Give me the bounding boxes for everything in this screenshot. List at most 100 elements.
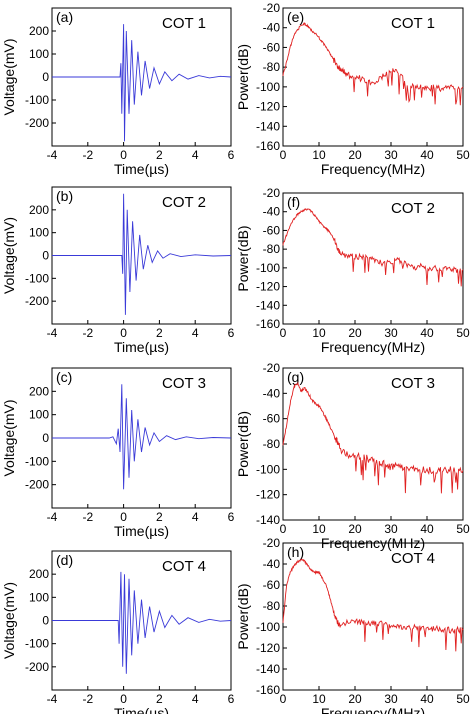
y-tick-label: -20	[263, 361, 281, 375]
y-tick-label: -120	[256, 641, 280, 655]
y-tick-label: 200	[29, 567, 49, 581]
x-tick-label: 40	[420, 692, 434, 706]
y-tick-label: -80	[263, 599, 281, 613]
y-tick-label: -60	[263, 578, 281, 592]
x-tick-label: 40	[420, 326, 434, 340]
x-tick-label: -2	[82, 148, 93, 162]
y-tick-label: -60	[263, 223, 281, 237]
x-tick-label: 6	[228, 692, 235, 706]
data-series-line	[52, 24, 232, 142]
chart-panel-6: -4 -2 0 2 4 6 -200 -100 0 100 200 Time(µs) Voltage(m…	[1, 550, 235, 714]
y-tick-label: -200	[25, 294, 49, 308]
y-tick-label: 200	[29, 24, 49, 38]
panel-letter: (a)	[56, 9, 73, 25]
x-tick-label: 6	[228, 510, 235, 524]
x-tick-label: 10	[312, 148, 326, 162]
y-tick-label: -100	[256, 462, 280, 476]
series-label: COT 4	[391, 550, 435, 567]
chart-panel-4: -4 -2 0 2 4 6 -200 -100 0 100 200 Time(µs) Voltage(m…	[1, 367, 235, 539]
y-tick-label: -80	[263, 242, 281, 256]
y-tick-label: -60	[263, 40, 281, 54]
x-tick-label: 20	[348, 148, 362, 162]
panel-letter: (c)	[56, 369, 72, 385]
y-axis-label: Power(dB)	[235, 411, 251, 477]
y-tick-label: 0	[42, 249, 49, 263]
x-tick-label: 0	[280, 522, 287, 536]
y-tick-label: -80	[263, 437, 281, 451]
x-tick-label: 20	[348, 326, 362, 340]
y-tick-label: -160	[256, 139, 280, 153]
x-axis-label: Frequency(MHz)	[321, 161, 425, 177]
x-axis-label: Frequency(MHz)	[321, 339, 425, 355]
x-tick-label: -2	[82, 692, 93, 706]
x-tick-label: 20	[348, 692, 362, 706]
x-tick-label: 0	[280, 692, 287, 706]
panel-letter: (h)	[287, 544, 304, 560]
panel-letter: (b)	[56, 188, 73, 204]
x-tick-label: 10	[312, 326, 326, 340]
y-tick-label: -100	[256, 620, 280, 634]
y-tick-label: -60	[263, 412, 281, 426]
x-tick-label: 0	[120, 692, 127, 706]
y-tick-label: -120	[256, 100, 280, 114]
x-tick-label: 50	[456, 148, 470, 162]
x-tick-label: 30	[384, 148, 398, 162]
y-axis-label: Power(dB)	[235, 583, 251, 649]
plot-frame	[282, 367, 464, 521]
series-label: COT 1	[391, 15, 435, 32]
y-tick-label: -200	[25, 478, 49, 492]
y-tick-label: -200	[25, 116, 49, 130]
x-axis-label: Time(µs)	[114, 161, 169, 177]
x-tick-label: -2	[82, 326, 93, 340]
series-label: COT 4	[162, 558, 206, 575]
y-tick-label: 0	[42, 614, 49, 628]
y-tick-label: -140	[256, 513, 280, 527]
y-tick-label: -160	[256, 317, 280, 331]
y-tick-label: -40	[263, 557, 281, 571]
chart-panel-5: 0 10 20 30 40 50-140-120-100-80-60-40-20Frequ…	[235, 361, 470, 551]
y-tick-label: 200	[29, 203, 49, 217]
y-tick-label: -20	[263, 186, 281, 200]
y-tick-label: 0	[42, 431, 49, 445]
y-tick-label: -100	[25, 454, 49, 468]
panel-letter: (g)	[287, 369, 304, 385]
x-tick-label: 30	[384, 692, 398, 706]
x-tick-label: 0	[280, 148, 287, 162]
y-tick-label: -40	[263, 21, 281, 35]
x-axis-label: Time(µs)	[114, 705, 169, 714]
y-axis-label: Voltage(mV)	[1, 582, 17, 659]
x-tick-label: -2	[82, 510, 93, 524]
y-tick-label: -200	[25, 660, 49, 674]
chart-panel-1: 0 10 20 30 40 50 -160 -140 -120 -100 -80 -60 -40 -20 F…	[235, 1, 470, 177]
y-tick-label: -100	[25, 637, 49, 651]
x-tick-label: 0	[280, 326, 287, 340]
x-tick-label: 30	[384, 326, 398, 340]
y-tick-label: -80	[263, 60, 281, 74]
x-tick-label: 40	[420, 522, 434, 536]
y-tick-label: 200	[29, 384, 49, 398]
panel-letter: (d)	[56, 552, 73, 568]
x-tick-label: 2	[156, 326, 163, 340]
series-label: COT 1	[162, 15, 206, 32]
y-tick-label: -120	[256, 488, 280, 502]
plot-frame	[282, 192, 464, 325]
x-tick-label: 0	[120, 326, 127, 340]
x-tick-label: 6	[228, 326, 235, 340]
y-axis-label: Voltage(mV)	[1, 217, 17, 294]
y-tick-label: -120	[256, 280, 280, 294]
data-series-line	[282, 558, 464, 652]
chart-panel-2: -4 -2 0 2 4 6 -200 -100 0 100 200 Time(µs) Voltage(m…	[1, 186, 235, 355]
y-tick-label: -140	[256, 298, 280, 312]
data-series-line	[52, 384, 232, 490]
x-tick-label: 10	[312, 522, 326, 536]
series-label: COT 3	[162, 375, 206, 392]
x-axis-label: Frequency(MHz)	[321, 705, 425, 714]
y-axis-label: Voltage(mV)	[1, 399, 17, 476]
x-tick-label: 0	[120, 148, 127, 162]
y-tick-label: 100	[29, 47, 49, 61]
y-tick-label: -20	[263, 1, 281, 15]
y-tick-label: 100	[29, 590, 49, 604]
x-tick-label: 4	[192, 148, 199, 162]
x-tick-label: 50	[456, 692, 470, 706]
